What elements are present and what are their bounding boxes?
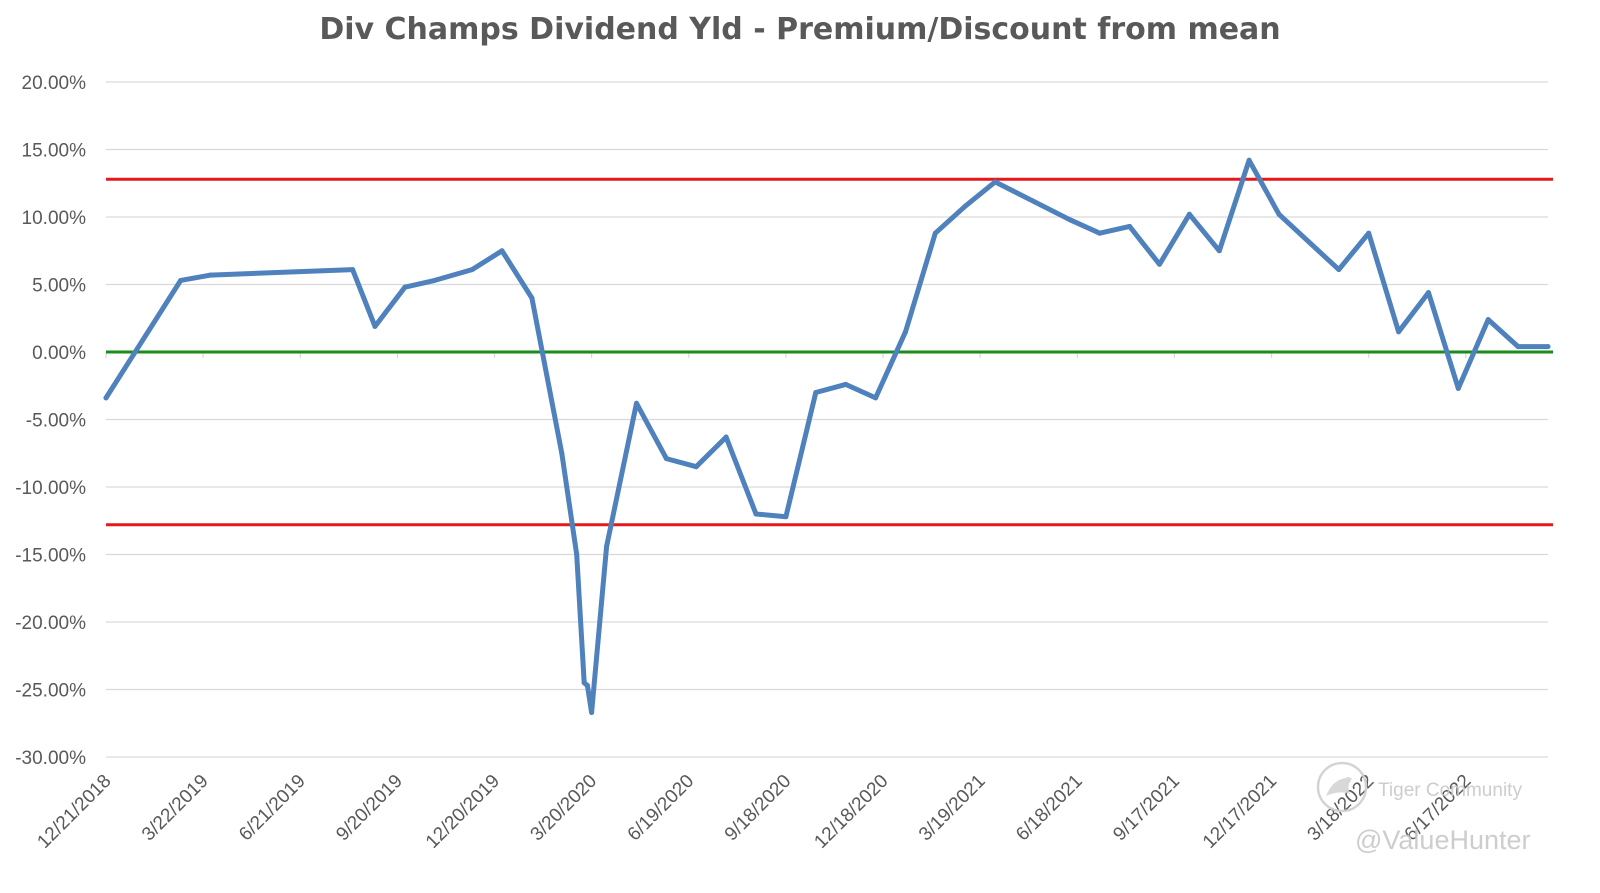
data-point <box>1216 248 1222 254</box>
watermark-handle: @ValueHunter <box>1355 825 1531 855</box>
data-point <box>559 450 565 456</box>
data-point <box>1067 217 1073 223</box>
data-point <box>350 267 356 273</box>
data-point <box>873 395 879 401</box>
y-axis-tick-labels: 20.00% 15.00% 10.00% 5.00% 0.00% -5.00% -10.00… <box>15 73 86 769</box>
data-point <box>783 514 789 520</box>
data-point <box>372 323 378 329</box>
data-point <box>1336 267 1342 273</box>
y-tick-label: -20.00% <box>15 613 86 634</box>
watermark: Tiger Community @ValueHunter <box>1316 761 1531 855</box>
data-point <box>992 179 998 185</box>
data-point <box>1276 211 1282 217</box>
y-tick-label: -30.00% <box>15 748 86 769</box>
data-point <box>574 552 580 557</box>
data-point <box>1127 223 1133 229</box>
y-tick-label: 0.00% <box>32 343 86 364</box>
y-tick-label: 20.00% <box>22 73 87 94</box>
data-point <box>723 434 729 440</box>
y-tick-label: 5.00% <box>32 276 86 297</box>
y-tick-label: 15.00% <box>22 141 87 162</box>
series-layer <box>103 157 1551 715</box>
y-tick-label: -10.00% <box>15 478 86 499</box>
data-point <box>1186 211 1192 217</box>
tiger-logo-icon <box>1316 761 1368 813</box>
data-point <box>1515 344 1521 350</box>
reference-lines <box>106 177 1553 527</box>
data-point <box>1455 385 1461 391</box>
data-point <box>1097 230 1103 236</box>
data-point <box>208 272 214 278</box>
data-point <box>1396 329 1402 335</box>
data-point <box>843 381 849 387</box>
data-point <box>589 709 595 715</box>
data-point <box>633 400 639 406</box>
data-point <box>103 395 109 401</box>
y-tick-label: 10.00% <box>22 208 87 229</box>
data-point <box>1156 261 1162 267</box>
y-tick-label: -5.00% <box>26 411 86 432</box>
data-point <box>604 543 610 549</box>
data-point <box>402 284 408 290</box>
watermark-brand: Tiger Community <box>1378 780 1522 801</box>
data-point <box>902 329 908 335</box>
data-point <box>432 277 438 283</box>
data-point <box>962 203 968 209</box>
data-point <box>932 230 938 236</box>
chart-title: Div Champs Dividend Yld - Premium/Discou… <box>319 12 1280 47</box>
data-point <box>1485 317 1491 323</box>
data-point <box>1545 344 1551 350</box>
data-point <box>753 511 759 517</box>
data-point <box>499 248 505 254</box>
y-tick-label: -15.00% <box>15 546 86 567</box>
data-point <box>1425 290 1431 296</box>
data-point <box>1366 230 1372 236</box>
data-point <box>529 295 535 301</box>
data-point <box>813 390 819 395</box>
y-tick-label: -25.00% <box>15 681 86 702</box>
data-point <box>469 267 475 273</box>
data-point <box>178 277 184 283</box>
data-point <box>1246 157 1252 163</box>
data-point <box>663 456 669 462</box>
data-point <box>693 464 699 470</box>
data-point <box>584 682 590 688</box>
